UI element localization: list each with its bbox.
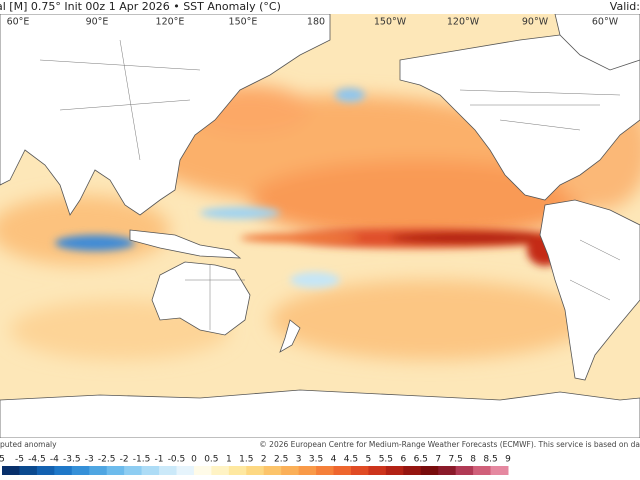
longitude-label: 60°W: [592, 17, 619, 28]
country-borders: [39, 39, 621, 330]
colorbar-swatch: [54, 466, 73, 475]
colorbar-swatch: [124, 466, 143, 475]
colorbar-label: 6.5: [414, 455, 428, 465]
colorbar-label: 6: [400, 455, 406, 465]
colorbar-swatch: [228, 466, 247, 475]
anomaly-field: [0, 14, 640, 438]
colorbar-swatch: [246, 466, 265, 475]
asia: [0, 14, 331, 216]
longitude-label: 90°W: [522, 17, 549, 28]
colorbar-label: 0.5: [204, 455, 218, 465]
colorbar-swatch: [193, 466, 212, 475]
colorbar-label: 5: [366, 455, 372, 465]
colorbar-label: 7: [435, 455, 441, 465]
colorbar-label: -5: [15, 455, 24, 465]
colorbar-swatch: [438, 466, 457, 475]
colorbar-label: 1: [226, 455, 232, 465]
colorbar-label: -1.5: [133, 455, 151, 465]
colorbar-label: 4: [331, 455, 337, 465]
longitude-label: 150°W: [374, 17, 407, 28]
longitude-label: 120°E: [156, 17, 185, 28]
colorbar-label: -1: [155, 455, 164, 465]
colorbar-swatch: [455, 466, 474, 475]
colorbar-swatch: [176, 466, 195, 475]
colorbar-swatch: [211, 466, 230, 475]
colorbar-label: 8: [470, 455, 476, 465]
colorbar-swatch: [316, 466, 335, 475]
colorbar-label: 9: [505, 455, 511, 465]
colorbar-label: -2.5: [98, 455, 116, 465]
colorbar-label: 3.5: [309, 455, 323, 465]
colorbar-label: 4.5: [344, 455, 358, 465]
antarctica: [0, 389, 640, 438]
colorbar-swatch: [350, 466, 369, 475]
colorbar-label: 2.5: [274, 455, 288, 465]
longitude-label: 180: [307, 17, 325, 28]
colorbar-swatch: [333, 466, 352, 475]
colorbar-label: 7.5: [448, 455, 462, 465]
longitude-labels: 60°E 90°E 120°E 150°E 180 150°W 120°W 90°W 60°W: [7, 17, 619, 28]
colorbar-swatch: [89, 466, 108, 475]
colorbar-label: 5: [0, 455, 5, 465]
colorbar-swatch: [141, 466, 160, 475]
colorbar-label: -4: [50, 455, 59, 465]
longitude-label: 60°E: [7, 17, 30, 28]
colorbar-swatch: [19, 466, 38, 475]
colorbar: 5 -5 -4.5 -4 -3.5 -3 -2.5 -2 -1.5 -1 -0.5 0 0.5 1 1.5 2…: [0, 455, 511, 475]
longitude-label: 150°E: [229, 17, 258, 28]
colorbar-swatch: [281, 466, 300, 475]
footer-left: puted anomaly: [0, 440, 57, 449]
longitude-label: 120°W: [447, 17, 480, 28]
colorbar-swatch: [263, 466, 282, 475]
colorbar-label: -3.5: [63, 455, 81, 465]
valid-label: Valid:: [610, 0, 640, 13]
colorbar-label: -2: [120, 455, 129, 465]
colorbar-swatch: [159, 466, 177, 475]
colorbar-label: 1.5: [239, 455, 253, 465]
colorbar-swatch: [473, 466, 492, 475]
equatorial-band: [55, 88, 570, 288]
colorbar-label: -0.5: [168, 455, 186, 465]
colorbar-label: 5.5: [379, 455, 393, 465]
colorbar-label: 2: [261, 455, 267, 465]
title-bar: [0, 0, 640, 14]
longitude-label: 90°E: [86, 17, 109, 28]
colorbar-swatch: [106, 466, 125, 475]
sea-asia-islands: [129, 229, 242, 259]
colorbar-label: 8.5: [483, 455, 497, 465]
colorbar-swatch: [490, 466, 509, 475]
footer-right: © 2026 European Centre for Medium-Range …: [259, 440, 640, 449]
colorbar-label: 3: [296, 455, 302, 465]
colorbar-swatch: [403, 466, 422, 475]
colorbar-label: -4.5: [28, 455, 46, 465]
colorbar-label: 0: [191, 455, 197, 465]
colorbar-swatch: [298, 466, 317, 475]
colorbar-swatch: [368, 466, 387, 475]
greenland: [554, 14, 640, 71]
colorbar-swatch: [71, 466, 90, 475]
colorbar-swatch: [420, 466, 439, 475]
colorbar-swatch: [2, 466, 20, 475]
new-zealand: [279, 319, 301, 353]
colorbar-swatch: [36, 466, 55, 475]
title: al [M] 0.75° Init 00z 1 Apr 2026 • SST A…: [0, 0, 281, 13]
colorbar-label: -3: [85, 455, 94, 465]
colorbar-swatch: [385, 466, 404, 475]
